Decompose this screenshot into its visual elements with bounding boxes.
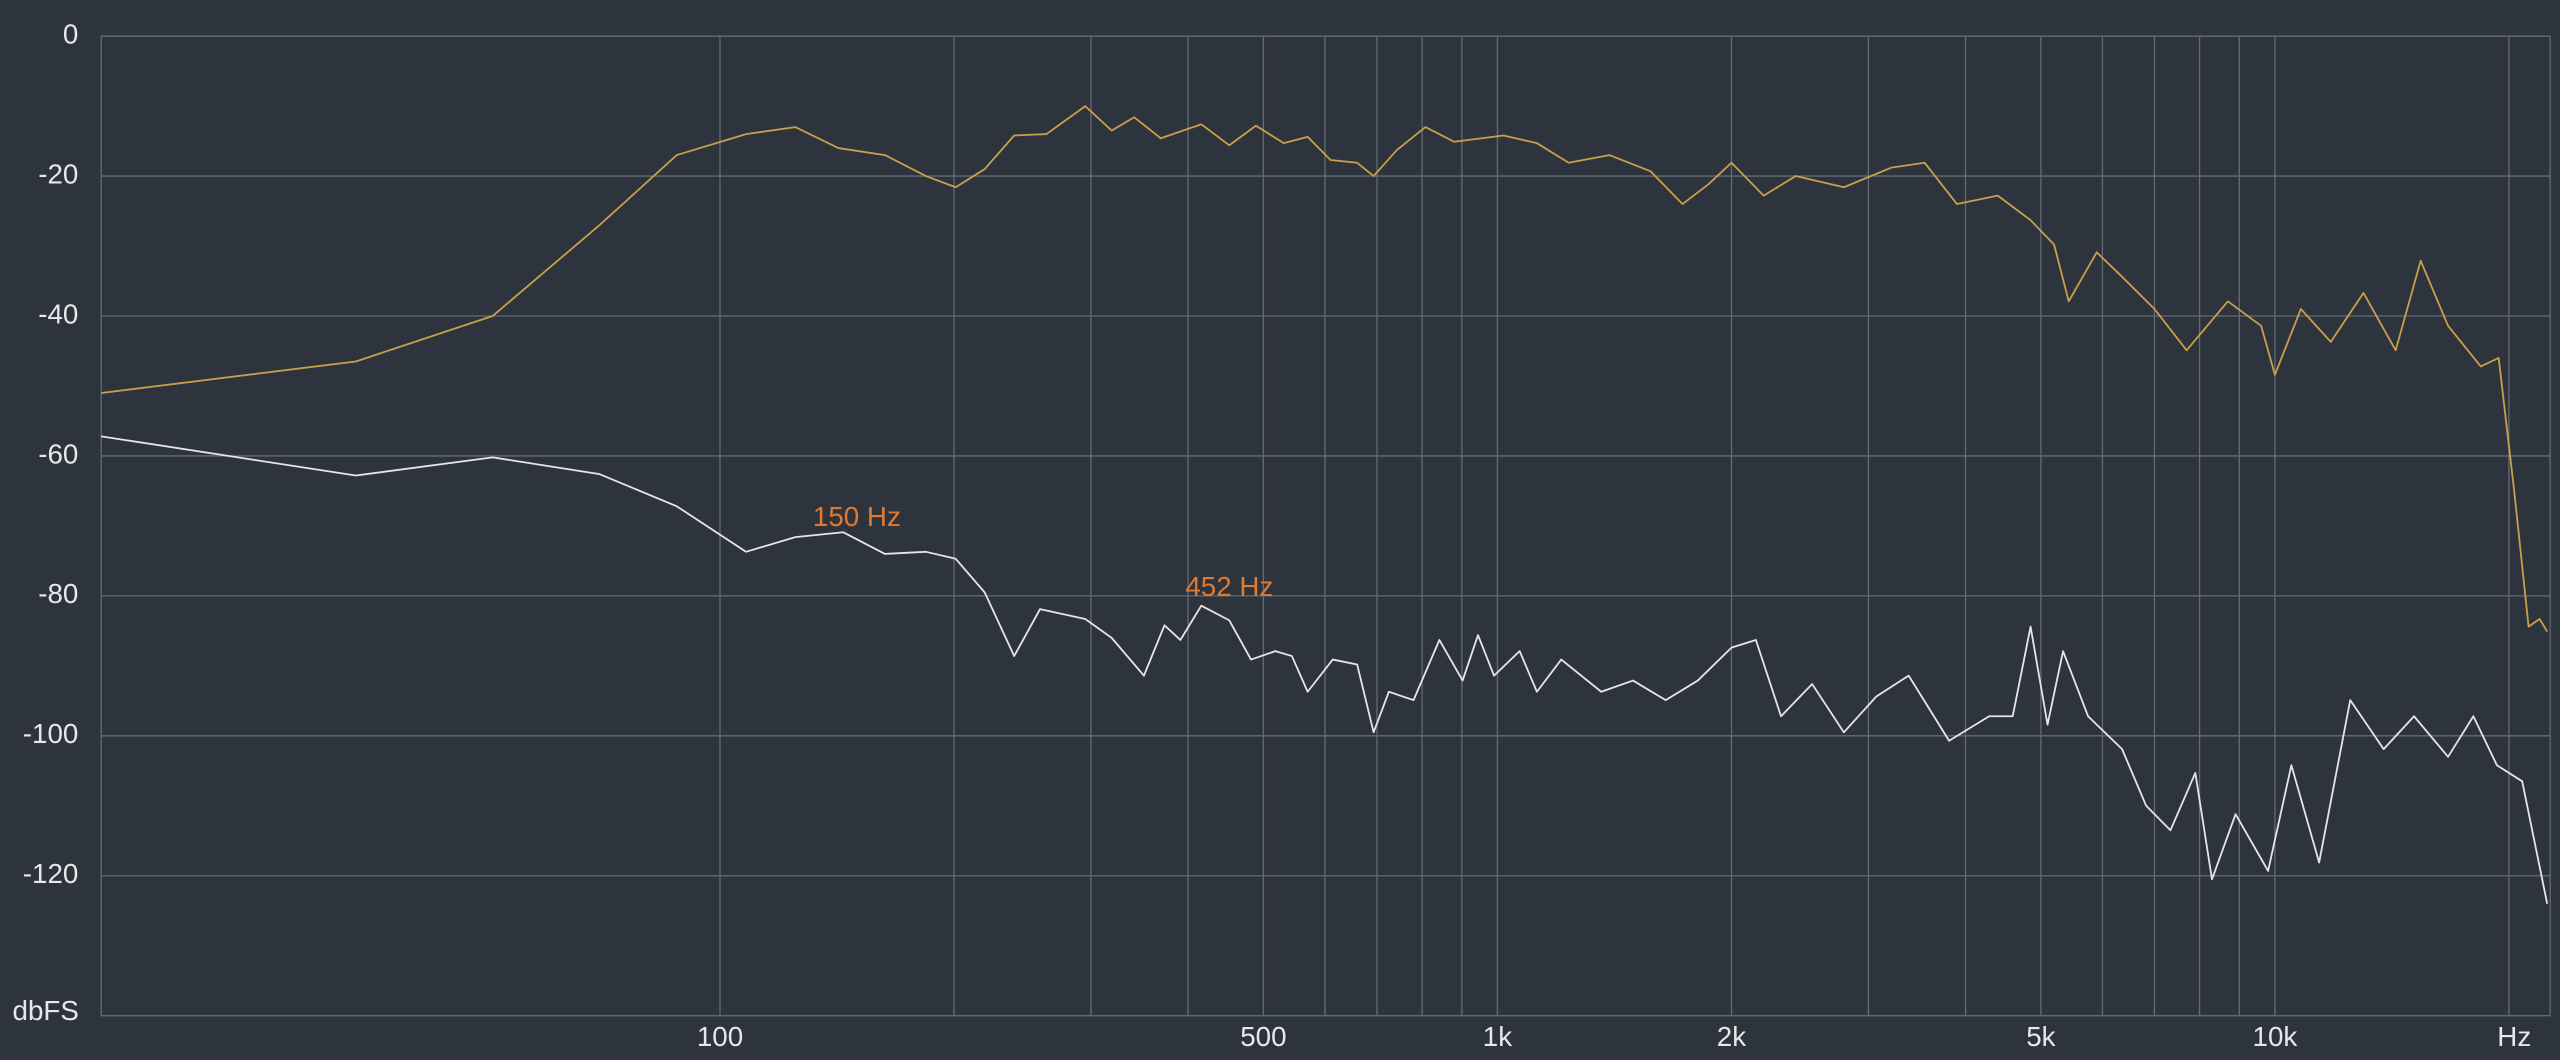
y-tick-label: -60 — [38, 438, 78, 469]
x-tick-label: 2k — [1717, 1021, 1746, 1052]
x-tick-label: 1k — [1483, 1021, 1512, 1052]
spectrum-line — [101, 435, 2549, 904]
y-tick-label: -80 — [38, 578, 78, 609]
spectrum-line — [101, 105, 2548, 633]
y-tick-label: -100 — [23, 718, 79, 749]
x-tick-label: 10k — [2253, 1021, 2298, 1052]
y-tick-label: -20 — [38, 158, 78, 189]
y-tick-label: 0 — [63, 18, 78, 49]
y-tick-label: -120 — [23, 858, 79, 889]
y-tick-label: -40 — [38, 298, 78, 329]
x-tick-label: 5k — [2026, 1021, 2055, 1052]
peak-annotation: 150 Hz — [813, 501, 901, 532]
peak-annotation: 452 Hz — [1185, 571, 1273, 602]
x-tick-label: 500 — [1240, 1021, 1286, 1052]
x-tick-label: 100 — [697, 1021, 743, 1052]
y-unit-label: dbFS — [13, 995, 79, 1026]
x-unit-label: Hz — [2497, 1021, 2531, 1052]
